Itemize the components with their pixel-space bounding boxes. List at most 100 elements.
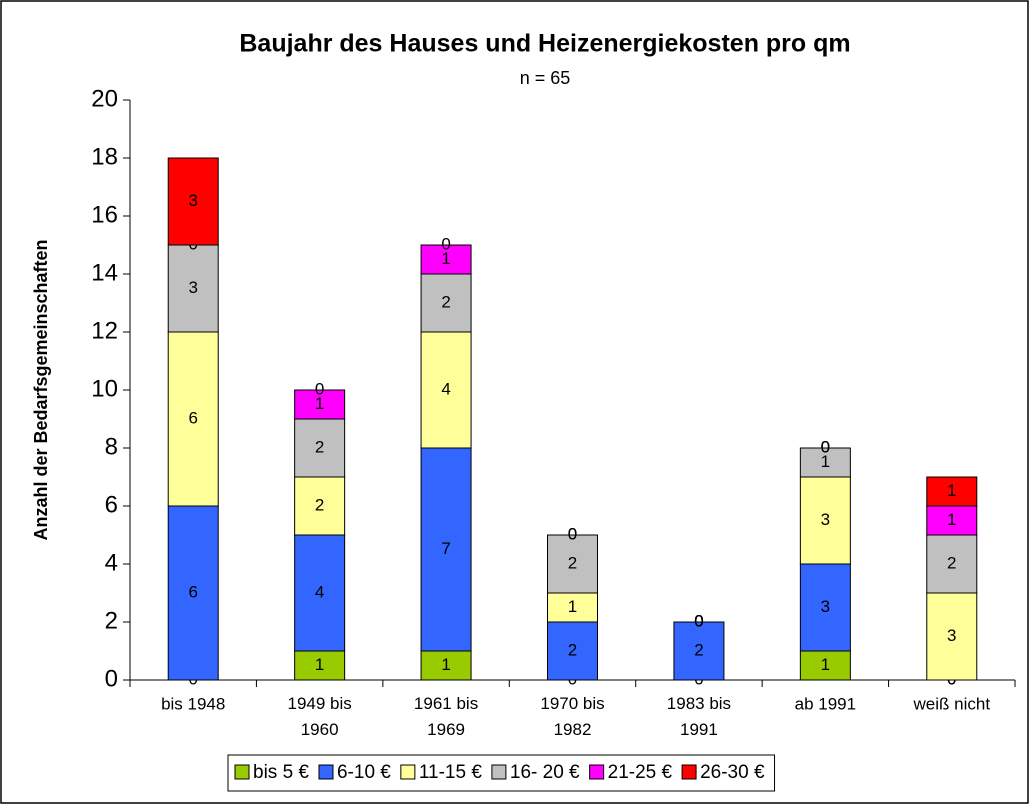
x-tick-label: ab 1991 bbox=[795, 694, 856, 713]
y-tick-label: 16 bbox=[91, 201, 118, 228]
x-tick-label: 1949 bis 1960 bbox=[288, 694, 352, 739]
value-label: 6 bbox=[188, 582, 197, 601]
legend-swatch bbox=[681, 764, 697, 780]
value-label: 0 bbox=[821, 437, 830, 456]
value-label: 0 bbox=[694, 611, 703, 630]
value-label: 3 bbox=[188, 191, 197, 210]
value-label: 2 bbox=[568, 640, 577, 659]
legend-swatch bbox=[491, 764, 507, 780]
value-label: 1 bbox=[568, 597, 577, 616]
bar-segment bbox=[799, 563, 851, 652]
y-tick-label: 10 bbox=[91, 375, 118, 402]
value-label: 1 bbox=[441, 655, 450, 674]
bar-segment bbox=[926, 505, 978, 536]
bar-segment bbox=[167, 505, 219, 681]
legend-label: 11-15 € bbox=[419, 762, 482, 783]
bar-segment bbox=[799, 447, 851, 478]
bar-segment bbox=[926, 476, 978, 507]
legend-label: bis 5 € bbox=[253, 762, 309, 783]
x-tick-label: 1961 bis 1969 bbox=[414, 694, 478, 739]
bar-segment bbox=[926, 592, 978, 681]
legend-label: 26-30 € bbox=[700, 762, 765, 783]
x-tick-label-line: 1960 bbox=[301, 720, 339, 739]
value-label: 1 bbox=[315, 394, 324, 413]
legend: bis 5 € 6-10 € 11-15 € 16- 20 € 21-25 € 26-30… bbox=[227, 754, 776, 792]
value-label: 1 bbox=[821, 452, 830, 471]
bar-segment bbox=[420, 447, 472, 652]
value-label: 2 bbox=[568, 553, 577, 572]
value-label: 3 bbox=[821, 510, 830, 529]
y-tick-label: 8 bbox=[105, 433, 118, 460]
bar-segment bbox=[547, 621, 598, 681]
x-tick-label-line: 1969 bbox=[427, 720, 465, 739]
legend-swatch bbox=[400, 764, 416, 780]
x-tick-label: weiß nicht bbox=[913, 694, 991, 713]
value-label: 3 bbox=[821, 597, 830, 616]
value-label: 2 bbox=[694, 640, 703, 659]
y-tick-label: 12 bbox=[91, 317, 118, 344]
x-tick-label-line: 1983 bis bbox=[667, 694, 731, 713]
bar-segment bbox=[294, 418, 346, 478]
value-label: 4 bbox=[441, 379, 450, 398]
x-tick-label: bis 1948 bbox=[161, 694, 225, 713]
bar-segment bbox=[167, 244, 219, 333]
x-tick-label-line: 1961 bis bbox=[414, 694, 478, 713]
value-label: 0 bbox=[694, 611, 703, 630]
x-tick-label: 1983 bis 1991 bbox=[667, 694, 731, 739]
value-label: 0 bbox=[694, 611, 703, 630]
value-label: 7 bbox=[441, 539, 450, 558]
value-label: 1 bbox=[947, 481, 956, 500]
bar-segment bbox=[294, 650, 346, 681]
bar-segment bbox=[294, 389, 346, 420]
y-tick-label: 20 bbox=[91, 85, 118, 112]
bar-segment bbox=[420, 331, 472, 449]
value-label: 0 bbox=[441, 234, 450, 253]
value-label: 6 bbox=[188, 408, 197, 427]
value-label: 0 bbox=[568, 524, 577, 543]
value-label: 2 bbox=[947, 553, 956, 572]
legend-label: 6-10 € bbox=[337, 762, 391, 783]
bar-segment bbox=[294, 476, 346, 536]
y-tick-label: 18 bbox=[91, 143, 118, 170]
bar-segment bbox=[799, 476, 851, 565]
legend-swatch bbox=[234, 764, 250, 780]
value-label: 4 bbox=[315, 582, 324, 601]
bar-segment bbox=[420, 244, 472, 275]
value-label: 1 bbox=[315, 655, 324, 674]
x-tick-label-line: 1949 bis bbox=[288, 694, 352, 713]
bar-segment bbox=[547, 534, 598, 594]
y-tick-label: 0 bbox=[105, 665, 118, 692]
value-label: 2 bbox=[441, 292, 450, 311]
value-label: 3 bbox=[947, 626, 956, 645]
value-label: 1 bbox=[947, 510, 956, 529]
value-label: 0 bbox=[821, 437, 830, 456]
x-tick-label-line: 1991 bbox=[680, 720, 718, 739]
value-label: 1 bbox=[821, 655, 830, 674]
bar-segment bbox=[420, 650, 472, 681]
legend-label: 21-25 € bbox=[608, 762, 673, 783]
legend-label: 16- 20 € bbox=[510, 762, 580, 783]
y-axis-label: Anzahl der Bedarfsgemeinschaften bbox=[31, 239, 51, 540]
value-label: 3 bbox=[188, 278, 197, 297]
value-label: 0 bbox=[568, 524, 577, 543]
value-label: 2 bbox=[315, 437, 324, 456]
value-label: 2 bbox=[315, 495, 324, 514]
bar-segment bbox=[167, 331, 219, 507]
x-tick-label-line: 1982 bbox=[554, 720, 592, 739]
y-tick-label: 6 bbox=[105, 491, 118, 518]
chart-subtitle: n = 65 bbox=[520, 68, 571, 88]
x-tick-label-line: 1970 bis bbox=[540, 694, 604, 713]
value-label: 0 bbox=[694, 611, 703, 630]
legend-swatch bbox=[589, 764, 605, 780]
value-label: 1 bbox=[441, 249, 450, 268]
value-label: 0 bbox=[315, 379, 324, 398]
y-tick-label: 4 bbox=[105, 549, 118, 576]
bar-segment bbox=[167, 157, 219, 246]
x-tick-label: 1970 bis 1982 bbox=[540, 694, 604, 739]
y-tick-label: 2 bbox=[105, 607, 118, 634]
chart-title: Baujahr des Hauses und Heizenergiekosten… bbox=[239, 30, 850, 58]
bar-segment bbox=[673, 621, 725, 681]
legend-swatch bbox=[318, 764, 334, 780]
